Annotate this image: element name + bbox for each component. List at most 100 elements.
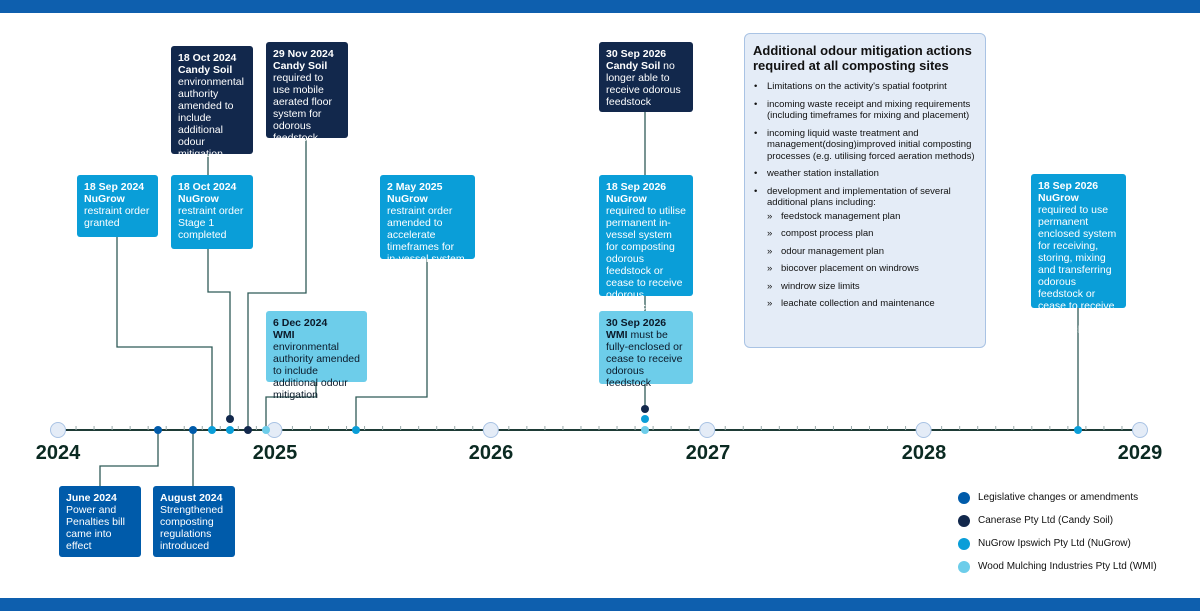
sub-list-item: odour management plan [753, 246, 977, 258]
connector [265, 382, 317, 430]
event-text: restraint order amended to accelerate ti… [387, 205, 465, 265]
legend-dot-icon [958, 491, 970, 504]
event-text: must be fully-enclosed or cease to recei… [606, 329, 683, 389]
legend-label: Legislative changes or amendments [978, 492, 1139, 503]
event-box-candy-sep2026: 30 Sep 2026 Candy Soil no longer able to … [599, 42, 693, 112]
mitigation-actions-panel: Additional odour mitigation actions requ… [744, 33, 986, 348]
connector [207, 249, 231, 419]
legend-label: NuGrow Ipswich Pty Ltd (NuGrow) [978, 538, 1131, 549]
event-box-wmi-sep2026: 30 Sep 2026 WMI must be fully-enclosed or… [599, 311, 693, 389]
event-date: 29 Nov 2024 [273, 48, 334, 60]
year-label: 2029 [1117, 442, 1163, 464]
event-date: August 2024 [160, 492, 223, 504]
list-item: development and implementation of severa… [753, 186, 977, 209]
marker-nugrow-sep2024 [208, 426, 216, 434]
legend-item: NuGrow Ipswich Pty Ltd (NuGrow) [958, 532, 1157, 555]
event-box-candy-nov2024: 29 Nov 2024 Candy Soil required to use mob… [266, 42, 348, 144]
year-label: 2026 [468, 442, 514, 464]
event-text: environmental authority amended to inclu… [178, 76, 244, 160]
legend-label: Wood Mulching Industries Pty Ltd (WMI) [978, 561, 1157, 572]
legend-dot-icon [958, 537, 970, 550]
event-org: NuGrow [178, 193, 219, 205]
event-date: 18 Oct 2024 [178, 52, 237, 64]
actions-list: Limitations on the activity's spatial fo… [753, 81, 977, 310]
event-text: required to use permanent enclosed syste… [1038, 204, 1117, 336]
marker-nugrow-sep2026b [1074, 426, 1082, 434]
event-org: Candy Soil [606, 60, 661, 72]
event-date: 30 Sep 2026 [606, 317, 667, 329]
sub-list-item: leachate collection and maintenance [753, 298, 977, 310]
event-org: Candy Soil [273, 60, 328, 72]
event-org: WMI [606, 329, 628, 341]
legend: Legislative changes or amendments Canera… [958, 486, 1157, 578]
legend-item: Canerase Pty Ltd (Candy Soil) [958, 509, 1157, 532]
event-org: NuGrow [387, 193, 428, 205]
event-org: NuGrow [84, 193, 125, 205]
event-box-nugrow-sep2024: 18 Sep 2024 NuGrow restraint order granted [77, 175, 158, 237]
marker-candy-sep2026 [641, 405, 649, 413]
year-label: 2024 [35, 442, 81, 464]
event-date: 18 Sep 2024 [84, 181, 145, 193]
list-item: Limitations on the activity's spatial fo… [753, 81, 977, 93]
marker-legis-aug2024 [189, 426, 197, 434]
event-text: environmental authority amended to inclu… [273, 341, 360, 401]
marker-wmi-sep2026 [641, 426, 649, 434]
event-box-nugrow-may2025: 2 May 2025 NuGrow restraint order amended… [380, 175, 475, 265]
list-item: incoming liquid waste treatment and mana… [753, 128, 977, 163]
event-text: no longer able to receive odorous feedst… [606, 60, 681, 108]
legend-item: Legislative changes or amendments [958, 486, 1157, 509]
event-text: restraint order Stage 1 completed [178, 205, 244, 241]
connector [247, 138, 307, 430]
event-date: 18 Sep 2026 [1038, 180, 1099, 192]
marker-wmi-dec2024 [262, 426, 270, 434]
event-text: required to use mobile aerated floor sys… [273, 72, 332, 144]
panel-title: Additional odour mitigation actions requ… [753, 43, 972, 73]
event-org: WMI [273, 329, 295, 341]
event-box-nugrow-sep2026: 18 Sep 2026 NuGrow required to utilise per… [599, 175, 693, 313]
event-box-wmi-dec2024: 6 Dec 2024 WMI environmental authority am… [266, 311, 367, 401]
event-box-nugrow-oct2024: 18 Oct 2024 NuGrow restraint order Stage 1… [171, 175, 253, 249]
year-marker [699, 422, 716, 438]
marker-candy-nov2024 [244, 426, 252, 434]
event-date: 6 Dec 2024 [273, 317, 328, 329]
marker-nugrow-sep2026 [641, 415, 649, 423]
event-box-legis-aug2024: August 2024 Strengthened composting regul… [153, 486, 235, 557]
event-date: 30 Sep 2026 [606, 48, 667, 60]
connector [116, 237, 213, 430]
year-marker [1132, 422, 1148, 438]
event-org: NuGrow [1038, 192, 1079, 204]
event-text: Strengthened composting regulations intr… [160, 504, 224, 552]
legend-dot-icon [958, 560, 970, 573]
sub-list-item: windrow size limits [753, 281, 977, 293]
event-org: NuGrow [606, 193, 647, 205]
event-date: June 2024 [66, 492, 117, 504]
event-text: restraint order granted [84, 205, 150, 229]
event-date: 18 Sep 2026 [606, 181, 667, 193]
event-markers [154, 405, 1082, 434]
list-item: weather station installation [753, 168, 977, 180]
legend-item: Wood Mulching Industries Pty Ltd (WMI) [958, 555, 1157, 578]
event-date: 18 Oct 2024 [178, 181, 237, 193]
year-label: 2025 [252, 442, 298, 464]
sub-list-item: compost process plan [753, 228, 977, 240]
year-marker [482, 422, 499, 438]
sub-list-item: feedstock management plan [753, 211, 977, 223]
marker-legis-jun2024 [154, 426, 162, 434]
top-band [0, 0, 1200, 13]
event-date: 2 May 2025 [387, 181, 443, 193]
list-item: incoming waste receipt and mixing requir… [753, 99, 977, 122]
event-org: Candy Soil [178, 64, 233, 76]
connector [99, 430, 159, 486]
marker-nugrow-may2025 [352, 426, 360, 434]
event-box-legis-jun2024: June 2024 Power and Penalties bill came i… [59, 486, 141, 557]
legend-label: Canerase Pty Ltd (Candy Soil) [978, 515, 1114, 526]
marker-nugrow-oct2024 [226, 426, 234, 434]
year-label: 2028 [901, 442, 947, 464]
bottom-band [0, 598, 1200, 611]
connector [355, 259, 428, 430]
sub-list-item: biocover placement on windrows [753, 263, 977, 275]
event-box-nugrow-sep2026-enclosed: 18 Sep 2026 NuGrow required to use perman… [1031, 174, 1126, 336]
event-text: Power and Penalties bill came into effec… [66, 504, 125, 552]
event-box-candy-oct2024: 18 Oct 2024 Candy Soil environmental autho… [171, 46, 253, 160]
